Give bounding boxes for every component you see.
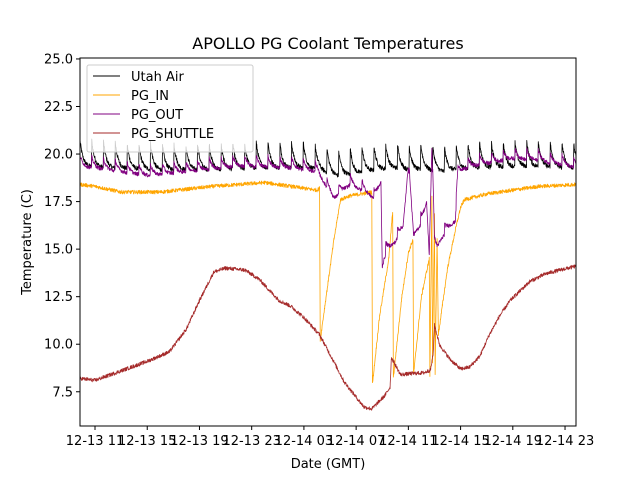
x-axis-label: Date (GMT) (291, 457, 366, 472)
x-tick-label: 12-14 23 (536, 434, 594, 449)
legend-label: PG_SHUTTLE (131, 127, 214, 142)
y-tick-label: 10.0 (44, 338, 73, 353)
legend-label: PG_IN (131, 89, 169, 104)
series-line-pg-shuttle (80, 264, 576, 411)
legend-item: PG_OUT (93, 108, 183, 123)
legend-label: PG_OUT (131, 108, 183, 123)
y-tick-label: 25.0 (44, 52, 73, 67)
y-axis: 7.5 10.0 12.5 15.0 17.5 20.0 22.5 25.0 (44, 52, 80, 400)
y-axis-label: Temperature (C) (20, 189, 35, 296)
x-tick-label: 12-14 15 (431, 434, 489, 449)
y-tick-label: 20.0 (44, 148, 73, 163)
legend-box (86, 64, 254, 153)
x-tick-label: 12-14 03 (275, 434, 333, 449)
legend-label: Utah Air (131, 70, 184, 85)
series-line-pg-out (80, 147, 576, 269)
legend-item: PG_IN (93, 89, 169, 104)
chart-title: APOLLO PG Coolant Temperatures (192, 34, 463, 53)
x-tick-label: 12-13 23 (222, 434, 280, 449)
x-tick-label: 12-13 11 (66, 434, 124, 449)
y-tick-label: 7.5 (52, 385, 73, 400)
legend: Utah Air PG_IN PG_OUT PG_SHUTTLE (86, 64, 254, 153)
x-tick-label: 12-14 11 (379, 434, 437, 449)
x-tick-label: 12-13 19 (170, 434, 228, 449)
x-tick-label: 12-14 19 (484, 434, 542, 449)
y-tick-label: 17.5 (44, 195, 73, 210)
legend-item: PG_SHUTTLE (93, 127, 214, 142)
x-tick-label: 12-14 07 (327, 434, 385, 449)
y-tick-label: 22.5 (44, 100, 73, 115)
axes-frame (79, 57, 577, 427)
x-tick-label: 12-13 15 (118, 434, 176, 449)
y-tick-label: 15.0 (44, 243, 73, 258)
series-line-pg-in (80, 180, 576, 384)
legend-item: Utah Air (93, 70, 184, 85)
y-tick-label: 12.5 (44, 290, 73, 305)
